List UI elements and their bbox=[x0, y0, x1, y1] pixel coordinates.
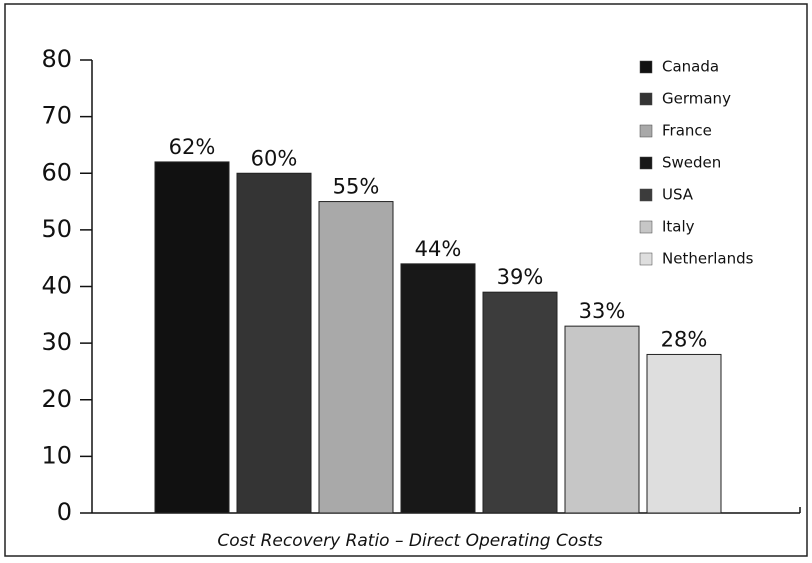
legend-label: Germany bbox=[662, 90, 731, 108]
y-tick-label: 20 bbox=[41, 385, 72, 413]
value-label: 60% bbox=[251, 146, 298, 170]
value-label: 44% bbox=[415, 237, 462, 261]
y-tick-label: 50 bbox=[41, 215, 72, 243]
legend-label: Italy bbox=[662, 218, 695, 236]
legend-swatch bbox=[639, 252, 653, 266]
bar bbox=[318, 201, 394, 514]
legend-label: Sweden bbox=[662, 154, 721, 172]
y-tick-label: 30 bbox=[41, 328, 72, 356]
legend-swatch bbox=[639, 92, 653, 106]
legend-swatch bbox=[639, 220, 653, 234]
legend-swatch bbox=[639, 156, 653, 170]
y-tick-label: 60 bbox=[41, 158, 72, 186]
y-tick-label: 0 bbox=[57, 498, 72, 526]
legend-label: Canada bbox=[662, 58, 719, 76]
bar bbox=[236, 172, 312, 514]
legend-swatch bbox=[639, 188, 653, 202]
bar bbox=[646, 353, 722, 514]
legend-label: France bbox=[662, 122, 712, 140]
value-label: 55% bbox=[333, 175, 380, 199]
value-label: 62% bbox=[169, 135, 216, 159]
y-tick-label: 10 bbox=[41, 441, 72, 469]
bar bbox=[400, 263, 476, 514]
bar bbox=[564, 325, 640, 514]
y-tick-label: 80 bbox=[41, 45, 72, 73]
bar bbox=[482, 291, 558, 514]
value-label: 33% bbox=[579, 299, 626, 323]
x-axis-label: Cost Recovery Ratio – Direct Operating C… bbox=[217, 531, 602, 551]
legend-swatch bbox=[639, 60, 653, 74]
frame bbox=[4, 3, 808, 557]
value-label: 39% bbox=[497, 265, 544, 289]
y-tick-label: 70 bbox=[41, 102, 72, 130]
bar bbox=[154, 161, 230, 514]
legend-label: USA bbox=[662, 186, 694, 204]
value-label: 28% bbox=[661, 327, 708, 351]
legend-label: Netherlands bbox=[662, 250, 754, 268]
legend-swatch bbox=[639, 124, 653, 138]
y-tick-label: 40 bbox=[41, 272, 72, 300]
